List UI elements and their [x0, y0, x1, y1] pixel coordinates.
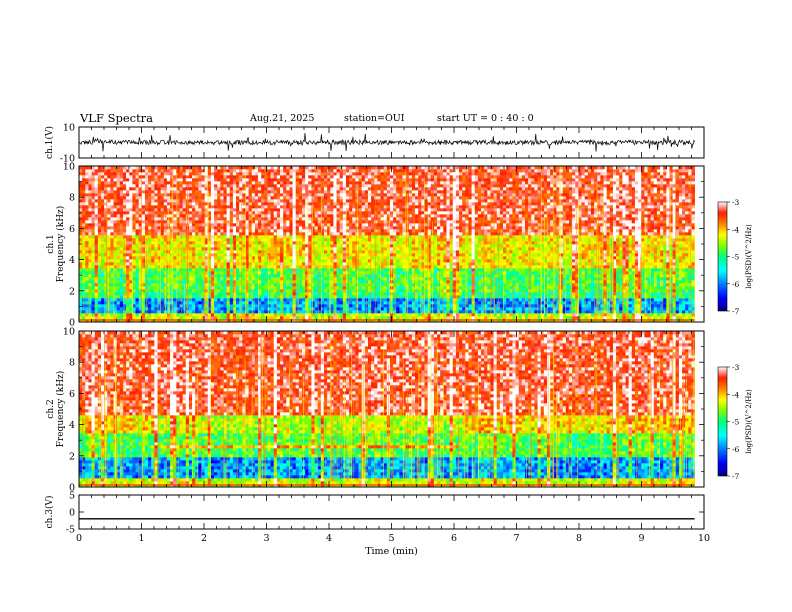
station-label: station=OUI	[344, 113, 405, 124]
colorbar-tick-label: -4	[732, 225, 740, 234]
colorbar-tick-label: -7	[732, 307, 740, 316]
panel-2-ytick-label: 2	[69, 286, 75, 297]
xtick-label: 7	[513, 533, 519, 544]
panel-1-ytick-label: -10	[60, 154, 75, 165]
colorbar-tick-label: -6	[732, 445, 740, 454]
panel-2-ytick-label: 10	[63, 162, 75, 173]
panel-2-colorbar	[717, 201, 728, 312]
panel-1-ytick-label: 10	[63, 123, 75, 134]
panel-2-ylabel-channel: ch.1	[46, 234, 56, 253]
channel-1-spectrogram	[79, 166, 695, 322]
panel-3-ytick-label: 10	[63, 327, 75, 338]
panel-2-colorbar-label: log(PSD)(V^2/Hz)	[745, 224, 753, 289]
start-time: 0 : 40 : 0	[491, 113, 534, 124]
colorbar-tick-label: -7	[732, 472, 740, 481]
panel-3-colorbar-label: log(PSD)(V^2/Hz)	[745, 389, 753, 454]
chart-title: VLF Spectra	[80, 111, 153, 125]
xtick-label: 0	[76, 533, 82, 544]
panel-3-ylabel-channel: ch.2	[46, 399, 56, 418]
panel-4-ytick-label: -5	[66, 525, 75, 536]
panel-3-colorbar	[717, 366, 728, 477]
panel-2-ytick-label: 4	[69, 255, 75, 266]
start-label: start UT =	[437, 113, 488, 124]
channel-1-waveform-trace	[79, 133, 695, 152]
xtick-label: 10	[698, 533, 710, 544]
panel-2-ytick-label: 0	[69, 318, 75, 329]
colorbar-tick-label: -6	[732, 280, 740, 289]
colorbar-tick-label: -5	[732, 253, 740, 262]
panel-2-ytick-label: 6	[69, 224, 75, 235]
channel-2-spectrogram	[79, 331, 695, 487]
panel-3-ytick-label: 4	[69, 420, 75, 431]
xtick-label: 6	[451, 533, 457, 544]
panel-3-ytick-label: 8	[69, 358, 75, 369]
panel-4-ytick-label: 0	[69, 508, 75, 519]
panel-2-ylabel: Frequency (kHz)	[55, 206, 66, 283]
xtick-label: 3	[263, 533, 269, 544]
panel-1-ylabel: ch.1(V)	[44, 126, 55, 159]
panel-3-ytick-label: 0	[69, 483, 75, 494]
panel-2-ytick-label: 8	[69, 193, 75, 204]
xtick-label: 5	[388, 533, 394, 544]
panel-3-ytick-label: 6	[69, 389, 75, 400]
xtick-label: 4	[326, 533, 332, 544]
xaxis-label: Time (min)	[365, 546, 418, 557]
panel-3-ylabel: Frequency (kHz)	[55, 371, 66, 448]
xtick-label: 2	[201, 533, 207, 544]
panel-4-ylabel: ch.3(V)	[44, 496, 55, 529]
panel-4-ytick-label: 5	[69, 491, 75, 502]
xtick-label: 1	[138, 533, 144, 544]
xtick-label: 8	[576, 533, 582, 544]
colorbar-tick-label: -4	[732, 390, 740, 399]
panel-3-ytick-label: 2	[69, 451, 75, 462]
date-label: Aug.21, 2025	[250, 113, 314, 124]
colorbar-tick-label: -5	[732, 418, 740, 427]
colorbar-tick-label: -3	[732, 198, 740, 207]
channel-1-waveform	[79, 133, 695, 152]
colorbar-tick-label: -3	[732, 363, 740, 372]
xtick-label: 9	[638, 533, 644, 544]
